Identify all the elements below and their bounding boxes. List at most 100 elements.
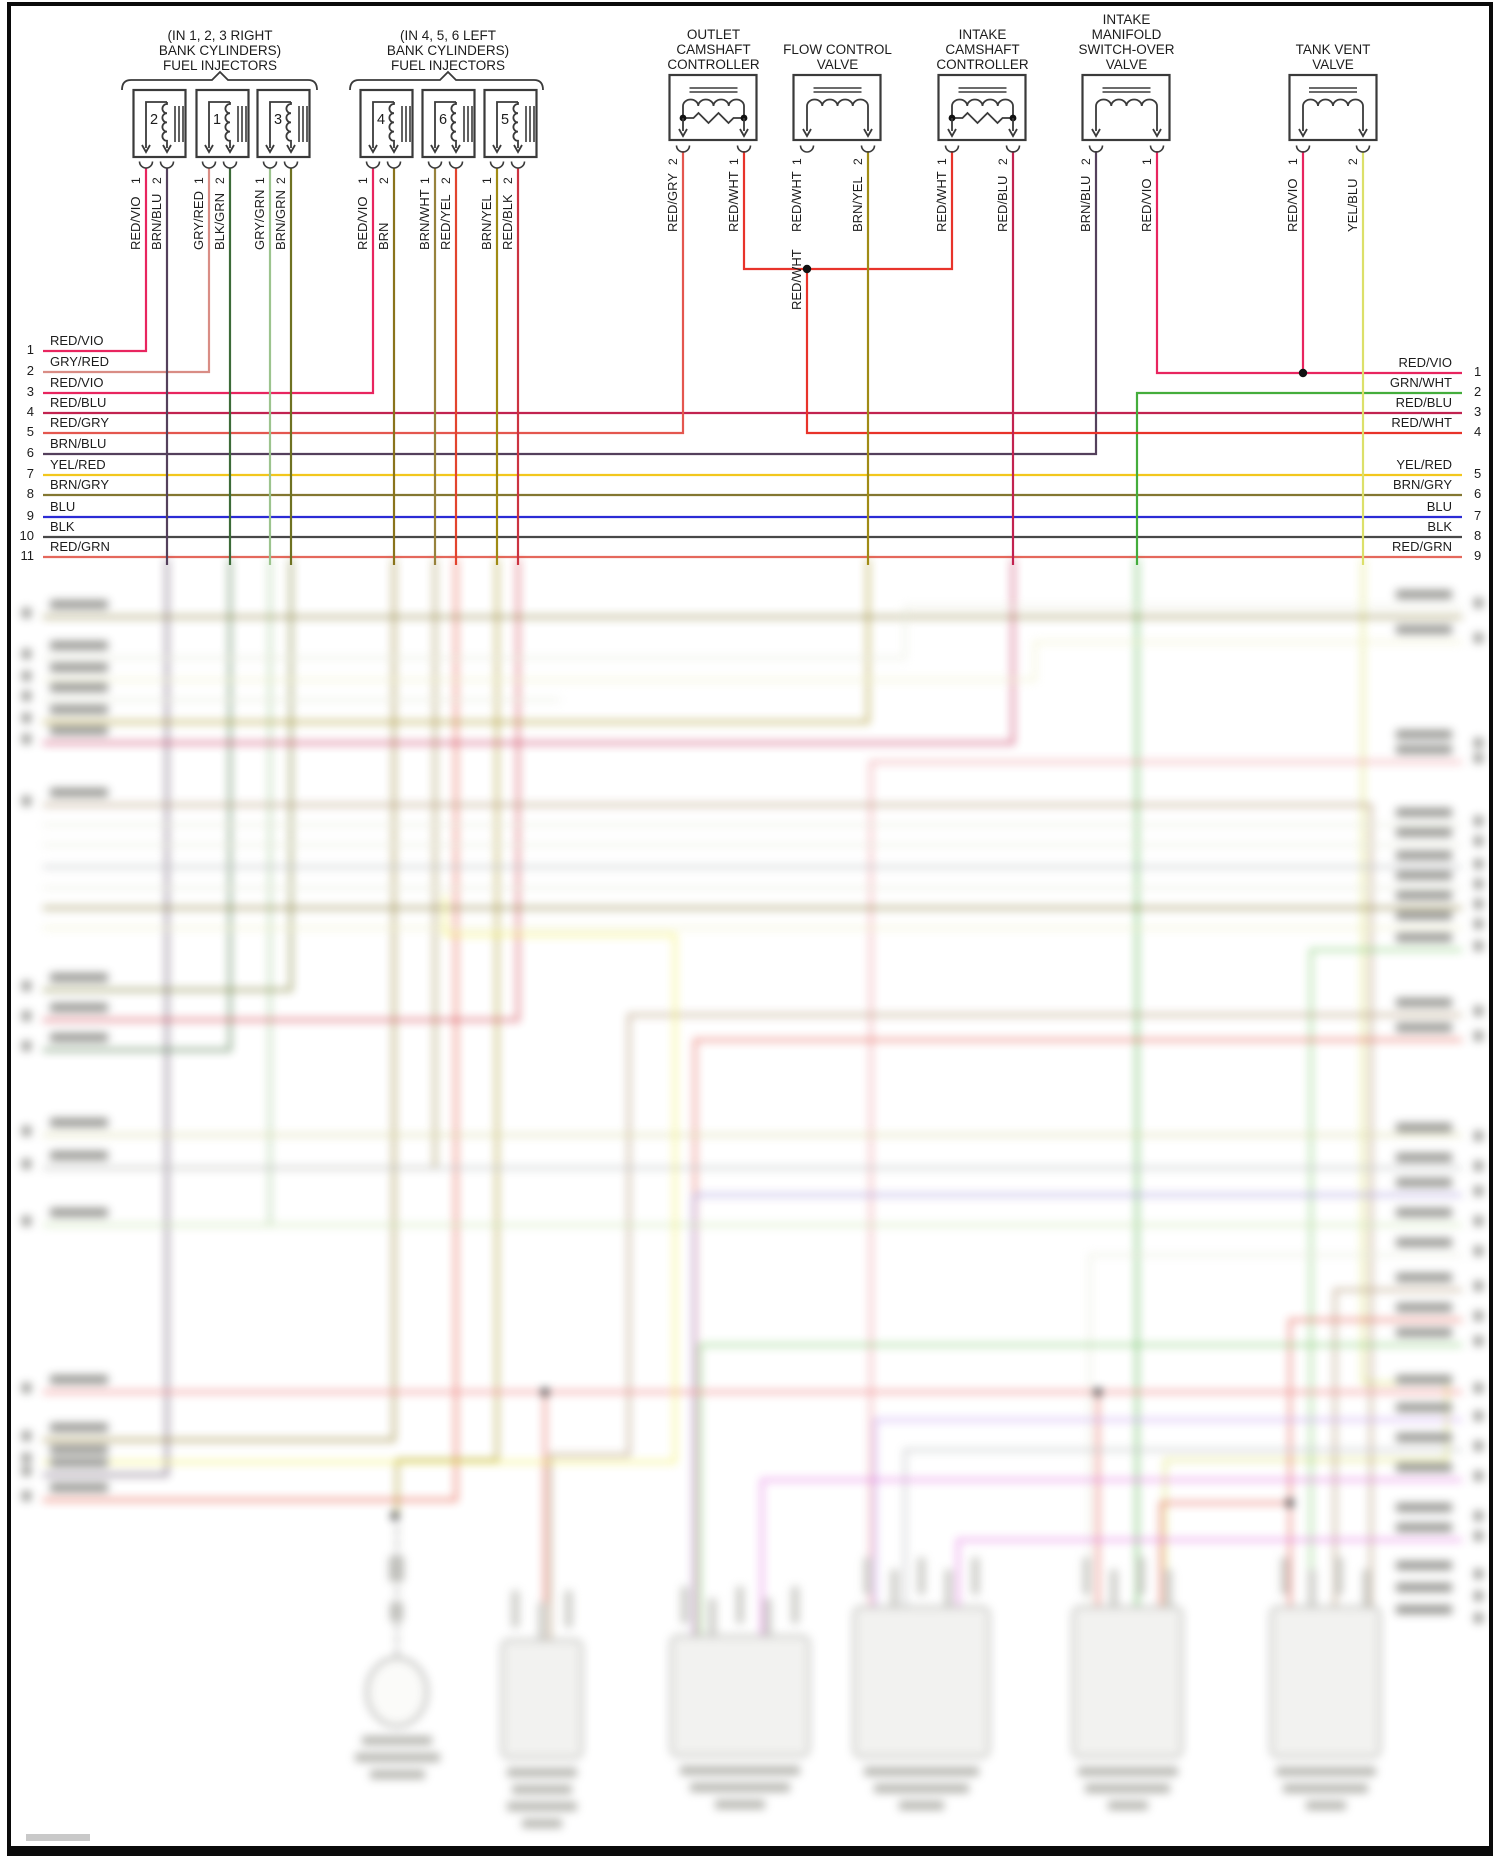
row-number-right: 2 — [1474, 384, 1482, 399]
blur-wire-red2 — [693, 1038, 1462, 1636]
fuel-injector-box — [483, 88, 538, 169]
connector-caption-smudge — [680, 1766, 800, 1775]
injector-number: 4 — [376, 112, 386, 128]
row-label-smudge-right — [1396, 1238, 1452, 1247]
row-label-left: RED/BLU — [50, 395, 107, 410]
pin-number: 1 — [129, 177, 143, 184]
row-number-smudge-right — [1474, 753, 1483, 763]
row-label-smudge-left — [50, 726, 108, 735]
pin-number: 1 — [253, 177, 267, 184]
row-number-left: 4 — [26, 404, 34, 419]
row-number-smudge-right — [1474, 1281, 1483, 1291]
row-number-smudge-right — [1474, 1216, 1483, 1226]
connector-pin — [1164, 1569, 1173, 1607]
injector-number: 1 — [212, 112, 222, 128]
resistor-symbol — [952, 111, 1013, 125]
row-label-smudge-right — [1396, 871, 1452, 880]
row-label-right: RED/GRN — [1392, 539, 1452, 554]
injector-outline — [256, 88, 311, 159]
row-label-smudge-right — [1396, 1153, 1452, 1162]
row-label-smudge-right — [1396, 851, 1452, 860]
row-number-smudge-right — [1474, 1411, 1483, 1421]
group-title-line: FUEL INJECTORS — [390, 58, 506, 73]
arrowhead — [451, 144, 461, 154]
wire-red-vio — [43, 168, 375, 395]
row-number-smudge-right — [1474, 1131, 1483, 1141]
row-number-smudge-right — [1474, 1246, 1483, 1256]
pin-socket-arc — [799, 145, 815, 153]
injector-wire — [208, 101, 230, 148]
row-number-smudge-right — [1474, 1186, 1483, 1196]
pin-socket-arc — [448, 161, 464, 169]
pin-number: 1 — [727, 158, 741, 165]
device-title-line: VALVE — [1105, 57, 1148, 72]
arrowhead — [286, 144, 296, 154]
injector-number: 6 — [438, 112, 448, 128]
blur-wire-green — [1309, 948, 1462, 1618]
pin-number: 1 — [790, 158, 804, 165]
row-number-smudge-left — [22, 1466, 31, 1476]
connector-caption-smudge — [507, 1802, 577, 1811]
blur-wire-paleyellow — [43, 640, 1462, 682]
connector-caption-smudge — [512, 1785, 572, 1794]
wire-color-label: BRN/WHT — [417, 189, 432, 250]
row-label-left: BLU — [50, 499, 76, 514]
connector-pin — [890, 1569, 899, 1607]
coil-symbol — [1095, 98, 1158, 112]
wire-color-label: RED/VIO — [355, 196, 370, 250]
arrowhead — [1298, 128, 1308, 138]
blur-wire-green — [698, 1343, 1462, 1636]
fuel-injector-box — [421, 88, 476, 169]
row-label-left: BRN/GRY — [50, 477, 109, 492]
injector-outline — [132, 88, 187, 159]
row-label-left: GRY/RED — [50, 354, 109, 369]
row-label-smudge-right — [1396, 590, 1452, 599]
row-number-smudge-left — [22, 981, 31, 991]
pin-socket-arc — [1295, 145, 1311, 153]
device-title-line: TANK VENT — [1295, 42, 1371, 57]
coil-symbol — [224, 102, 231, 148]
junction-dot — [802, 264, 812, 274]
arrowhead — [1152, 128, 1162, 138]
connector-caption-smudge — [1107, 1801, 1148, 1810]
injector-wire — [372, 101, 394, 148]
connector-pin — [917, 1557, 926, 1595]
blur-wire-pink2 — [869, 760, 1462, 1618]
blur-wire-gray — [903, 1448, 1462, 1607]
connector-caption-smudge — [507, 1768, 577, 1777]
wire-color-label: BRN — [376, 222, 391, 250]
wire-color-label: RED/BLU — [995, 175, 1010, 232]
row-label-smudge-right — [1396, 1273, 1452, 1282]
device-title-line: VALVE — [1312, 57, 1354, 72]
row-number-smudge-left — [22, 1453, 31, 1463]
group-title-line: BANK CYLINDERS) — [158, 43, 282, 58]
arrowhead — [678, 128, 688, 138]
row-number-right: 3 — [1474, 404, 1482, 419]
connector-body — [1269, 1605, 1382, 1759]
pin-number: 1 — [1140, 158, 1154, 165]
row-number-right: 9 — [1474, 548, 1482, 563]
row-label-left: RED/GRY — [50, 415, 109, 430]
row-number-right: 7 — [1474, 508, 1482, 523]
row-number-smudge-right — [1474, 1006, 1483, 1016]
device-title-line: MANIFOLD — [1091, 27, 1162, 42]
group-title-line: (IN 4, 5, 6 LEFT — [399, 28, 497, 43]
row-number-smudge-right — [1474, 1613, 1483, 1623]
connector-caption-smudge — [1085, 1784, 1170, 1793]
watermark-smudge — [26, 1834, 90, 1841]
row-label-smudge-left — [50, 1151, 108, 1160]
row-number-smudge-left — [22, 1383, 31, 1393]
device-title-line: SWITCH-OVER — [1078, 42, 1175, 57]
row-number-smudge-left — [22, 796, 31, 806]
connector-pin — [791, 1586, 800, 1624]
pin-number: 2 — [150, 177, 164, 184]
row-label-smudge-left — [50, 788, 108, 797]
row-label-smudge-right — [1396, 1023, 1452, 1032]
junction-wire-label: RED/WHT — [789, 249, 804, 310]
row-number-smudge-left — [22, 1431, 31, 1441]
junction-dot — [1285, 1498, 1295, 1508]
connector-pin — [538, 1602, 546, 1640]
blur-wire-violet2 — [692, 1193, 1462, 1636]
row-label-smudge-left — [50, 1003, 108, 1012]
blur-wire-blk-grn — [43, 559, 232, 1052]
